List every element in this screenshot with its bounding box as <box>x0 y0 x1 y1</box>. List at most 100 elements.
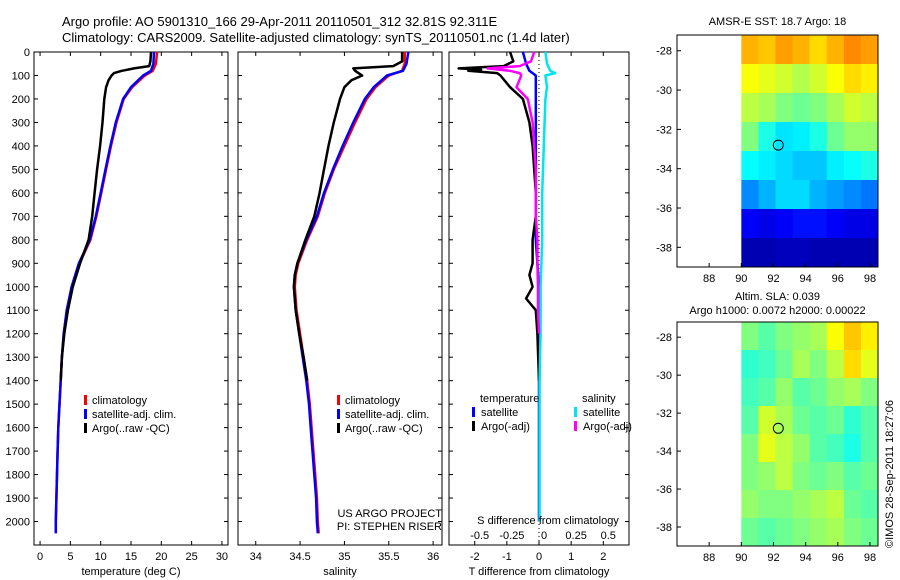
y-tick-label: 600 <box>12 188 30 200</box>
top-tick-label: 0 <box>541 530 547 542</box>
map-subtitle: Argo h1000: 0.0072 h2000: 0.00022 <box>689 305 865 317</box>
x-tick-label: 90 <box>735 552 747 564</box>
heatmap-cell <box>809 350 828 379</box>
heatmap-cell <box>758 151 776 181</box>
map-title: Altim. SLA: 0.039 <box>735 291 820 303</box>
header-line-1: Argo profile: AO 5901310_166 29-Apr-2011… <box>62 14 497 29</box>
heatmap-cell <box>826 122 845 152</box>
x-axis-label: salinity <box>323 566 357 578</box>
legend-label: Argo(-adj) <box>481 421 530 433</box>
y-tick-label: 200 <box>12 94 30 106</box>
x-tick-label: 25 <box>186 551 198 563</box>
heatmap-cell <box>809 209 828 239</box>
legend-group-title: temperature <box>480 393 539 405</box>
heatmap-cell <box>843 180 862 210</box>
y-tick-label: -32 <box>656 408 672 420</box>
heatmap-cell <box>792 151 811 181</box>
plot-frame <box>237 51 443 546</box>
heatmap-cell <box>792 490 811 519</box>
x-tick-label: 0 <box>37 551 43 563</box>
heatmap-cell <box>775 209 794 239</box>
heatmap-cell <box>775 462 794 491</box>
heatmap-cell <box>758 238 776 268</box>
heatmap-cell <box>860 151 879 181</box>
x-tick-label: 98 <box>864 552 876 564</box>
heatmap-cell <box>826 180 845 210</box>
x-tick-label: -1 <box>502 551 512 563</box>
heatmap-cell <box>826 378 845 407</box>
heatmap-cell <box>741 490 759 519</box>
series-line-1 <box>457 51 541 381</box>
heatmap-cell <box>826 322 845 351</box>
heatmap-cell <box>775 434 794 463</box>
legend-label: Argo(..raw -QC) <box>92 423 170 435</box>
heatmap-cell <box>843 122 862 152</box>
heatmap-cell <box>792 378 811 407</box>
heatmap-cell <box>843 151 862 181</box>
legend-swatch <box>574 407 577 417</box>
heatmap-cell <box>758 350 776 379</box>
y-tick-label: -32 <box>656 124 672 136</box>
legend-label: climatology <box>345 395 401 407</box>
y-tick-label: 500 <box>12 164 30 176</box>
x-tick-label: -2 <box>470 551 480 563</box>
heatmap-cell <box>843 64 862 94</box>
heatmap-cell <box>792 518 811 547</box>
heatmap-cell <box>860 93 879 123</box>
series-line-2 <box>292 52 404 381</box>
heatmap-cell <box>860 122 879 152</box>
y-tick-label: 1400 <box>6 376 30 388</box>
legend-swatch <box>84 423 87 433</box>
x-tick-label: 90 <box>735 273 747 285</box>
heatmap-cell <box>809 35 828 65</box>
y-tick-label: 900 <box>12 258 30 270</box>
heatmap-cell <box>826 434 845 463</box>
heatmap-cell <box>741 35 759 65</box>
series-line-2 <box>59 51 153 381</box>
y-tick-label: -36 <box>656 203 672 215</box>
y-tick-label: -38 <box>656 522 672 534</box>
heatmap-cell <box>758 209 776 239</box>
heatmap-cell <box>809 322 828 351</box>
heatmap-cell <box>809 378 828 407</box>
x-tick-label: 34 <box>250 551 262 563</box>
x-tick-label: 0 <box>536 551 542 563</box>
x-tick-label: 35 <box>338 551 350 563</box>
heatmap-cell <box>843 35 862 65</box>
heatmap-cell <box>809 122 828 152</box>
heatmap-cell <box>758 490 776 519</box>
map-frame <box>676 34 879 268</box>
heatmap-cell <box>860 350 879 379</box>
heatmap-cell <box>809 406 828 435</box>
heatmap-cell <box>741 238 759 268</box>
x-tick-label: 88 <box>703 273 715 285</box>
y-tick-label: -28 <box>656 332 672 344</box>
panel-sla_map: 88 90 92 94 96 98 -28 -30 -32 -34 -36 -38 Altim. SLA… <box>656 291 879 564</box>
x-tick-label: 92 <box>767 273 779 285</box>
heatmap-cell <box>860 322 879 351</box>
heatmap-cell <box>860 35 879 65</box>
legend-label: climatology <box>92 395 148 407</box>
heatmap-cell <box>860 406 879 435</box>
heatmap-cell <box>741 122 759 152</box>
x-tick-label: 30 <box>216 551 228 563</box>
heatmap-cell <box>758 518 776 547</box>
heatmap-cell <box>843 518 862 547</box>
heatmap-cell <box>741 518 759 547</box>
heatmap-cell <box>809 64 828 94</box>
heatmap-cell <box>741 406 759 435</box>
series-line-3 <box>486 51 541 334</box>
heatmap-cell <box>775 238 794 268</box>
heatmap-cell <box>843 238 862 268</box>
heatmap-cell <box>741 434 759 463</box>
heatmap-cell <box>809 490 828 519</box>
heatmap-cell <box>758 180 776 210</box>
y-tick-label: 700 <box>12 211 30 223</box>
heatmap-cell <box>809 462 828 491</box>
top-tick-label: -0.25 <box>499 530 524 542</box>
y-tick-label: -30 <box>656 85 672 97</box>
series-line-2 <box>538 51 557 522</box>
y-tick-label: -36 <box>656 484 672 496</box>
heatmap-cell <box>860 490 879 519</box>
